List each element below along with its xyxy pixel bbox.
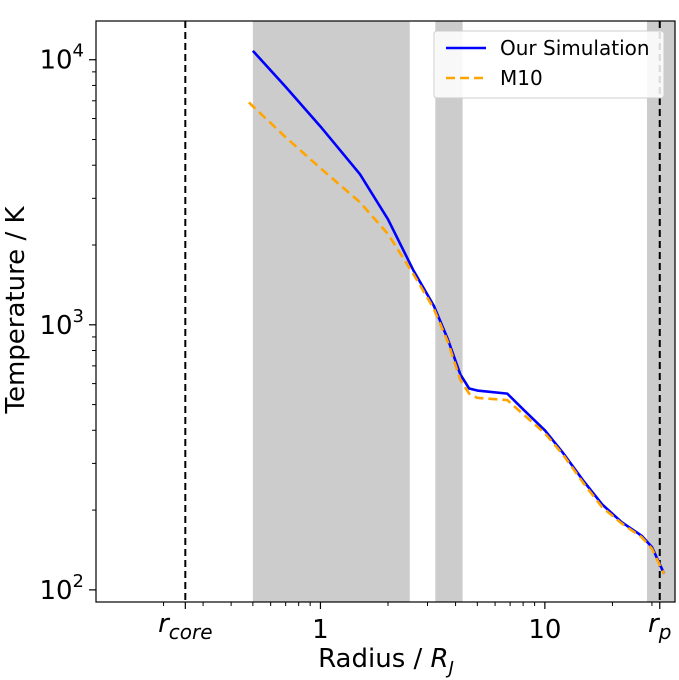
- plot-frame: [95, 20, 676, 603]
- y-tick-label-100: 102: [39, 571, 84, 606]
- legend-label-m10: M10: [500, 66, 543, 90]
- series-lines: [248, 49, 666, 575]
- x-tick-label-r-p: rp: [648, 609, 671, 644]
- x-axis-label: Radius / RJ: [318, 644, 454, 679]
- y-axis-label: Temperature / K: [1, 206, 31, 415]
- vertical-reference-lines: [184, 21, 661, 602]
- shaded-regions: [252, 21, 675, 602]
- x-tick-label-10: 10: [528, 615, 561, 645]
- shaded-region-0: [252, 21, 410, 602]
- legend: Our Simulation M10: [433, 30, 665, 99]
- y-tick-label-1000: 103: [39, 306, 84, 341]
- shaded-region-2: [646, 21, 675, 602]
- x-axis-label-subscript: J: [446, 658, 454, 679]
- y-axis-ticks: 102 103 104: [39, 41, 96, 606]
- x-axis-label-symbol: R: [431, 644, 449, 674]
- legend-label-our-simulation: Our Simulation: [500, 36, 650, 60]
- y-tick-label-10000: 104: [39, 41, 84, 76]
- x-tick-label-1: 1: [312, 615, 329, 645]
- shaded-region-1: [435, 21, 463, 602]
- x-tick-label-r-core: rcore: [158, 609, 212, 644]
- x-axis-ticks: 1 10 rcore rp: [158, 602, 671, 645]
- series-line-m10: [248, 101, 666, 575]
